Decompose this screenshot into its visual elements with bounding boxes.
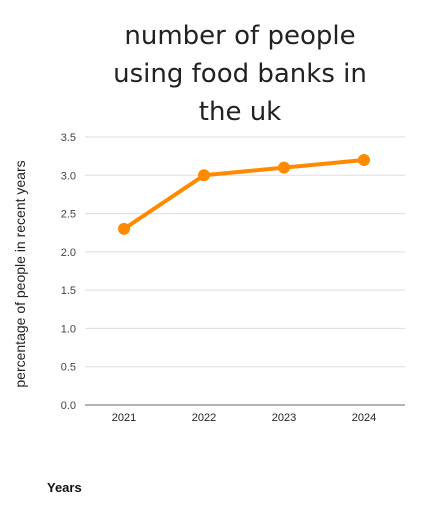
data-point — [358, 153, 370, 166]
y-tick-label: 1.0 — [61, 323, 76, 335]
y-tick-label: 2.0 — [61, 247, 76, 259]
y-tick-label: 1.5 — [61, 285, 76, 297]
x-tick-label: 2023 — [272, 412, 296, 424]
y-tick-label: 0.5 — [61, 362, 76, 374]
chart-title: number of people using food banks in the… — [113, 21, 367, 127]
data-point — [278, 161, 290, 174]
y-tick-label: 3.0 — [61, 170, 76, 182]
chart-title-line-1: number of people — [124, 21, 355, 51]
y-axis-label: percentage of people in recent years — [12, 160, 28, 387]
y-tick-label: 3.5 — [61, 132, 76, 144]
x-tick-label: 2022 — [192, 412, 216, 424]
data-point — [198, 169, 210, 182]
y-tick-label: 0.0 — [61, 400, 76, 412]
x-tick-label: 2021 — [112, 412, 136, 424]
x-axis-label: Years — [47, 480, 82, 495]
chart-title-line-3: the uk — [199, 97, 281, 127]
chart-title-line-2: using food banks in — [113, 59, 367, 89]
x-axis-ticks: 2021 2022 2023 2024 — [112, 412, 376, 424]
gridlines — [85, 136, 405, 368]
y-axis-ticks: 0.0 0.5 1.0 1.5 2.0 2.5 3.0 3.5 — [61, 132, 76, 412]
data-point — [118, 222, 130, 235]
series-line — [122, 157, 366, 231]
series — [118, 153, 370, 235]
x-tick-label: 2024 — [352, 412, 376, 424]
y-tick-label: 2.5 — [61, 209, 76, 221]
